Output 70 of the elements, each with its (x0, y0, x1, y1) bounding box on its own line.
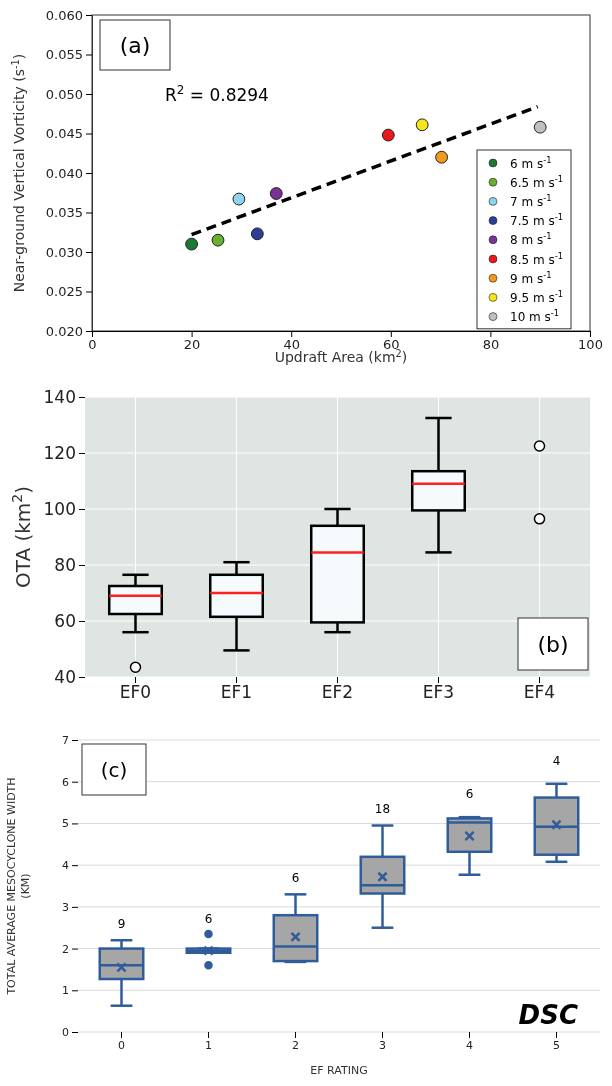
y-tick-label: 6 (62, 775, 69, 789)
x-tick-label: EF4 (523, 682, 556, 703)
x-tick-label: 80 (482, 337, 500, 353)
annotation: (b) (537, 631, 569, 657)
annotation: (a) (119, 32, 151, 58)
point (415, 118, 429, 132)
x-tick-label: 3 (379, 1038, 386, 1052)
legend-label: 7.5 m s$^{-1}$ (510, 212, 564, 229)
legend-label: 8.5 m s$^{-1}$ (510, 250, 564, 267)
y-tick-label: 4 (62, 859, 69, 873)
y-tick-label: 0.025 (45, 284, 83, 300)
y-tick-label: 2 (62, 942, 69, 956)
y-tick-label: 120 (43, 442, 76, 463)
annotation: R$^{2}$ = 0.8294 (165, 83, 269, 105)
x-tick-label: 40 (283, 337, 300, 353)
x-tick-label: EF0 (119, 682, 152, 703)
annotation: 9 (117, 917, 126, 931)
x-tick-label: EF1 (220, 682, 253, 703)
annotation: 6 (204, 912, 213, 926)
annotation: DSC (518, 1000, 578, 1030)
x-tick-label: 4 (466, 1038, 473, 1052)
y-tick-label: 5 (62, 817, 69, 831)
x-tick-label: EF3 (422, 682, 455, 703)
y-tick-label: 0.055 (45, 47, 83, 63)
legend-label: 9 m s$^{-1}$ (510, 269, 552, 286)
x-tick-label: 5 (553, 1038, 560, 1052)
annotation: 6 (465, 787, 474, 801)
y-tick-label: 3 (62, 900, 69, 914)
y-tick-label: 0 (62, 1026, 69, 1040)
x-tick-label: 100 (578, 337, 603, 353)
y-tick-label: 140 (43, 386, 76, 407)
point (185, 237, 199, 251)
legend-label: 6 m s$^{-1}$ (510, 154, 552, 171)
legend-label: 10 m s$^{-1}$ (510, 308, 560, 325)
legend-label: 6.5 m s$^{-1}$ (510, 173, 564, 190)
annotation: 6 (291, 871, 300, 885)
x-tick-label: EF2 (321, 682, 354, 703)
legend-label: 7 m s$^{-1}$ (510, 192, 552, 209)
y-tick-label: 40 (54, 666, 76, 687)
y-tick-label: 0.035 (45, 205, 83, 221)
y-tick-label: 0.060 (45, 7, 83, 23)
y-tick-label: 100 (43, 498, 76, 519)
x-tick-label: 0 (118, 1038, 125, 1052)
legend-label: 8 m s$^{-1}$ (510, 231, 552, 248)
x-tick-label: 2 (292, 1038, 299, 1052)
point (232, 192, 246, 206)
x-axis-title: EF RATING (310, 1064, 368, 1077)
x-tick-label: 0 (88, 337, 97, 353)
point (211, 233, 225, 247)
y-tick-label: 0.020 (45, 323, 83, 339)
y-tick-label: 1 (62, 984, 69, 998)
y-tick-label: 80 (54, 554, 76, 575)
y-tick-label: 0.040 (45, 165, 83, 181)
annotation: (c) (100, 757, 128, 782)
y-tick-label: 60 (54, 610, 76, 631)
point (533, 120, 547, 134)
point (269, 187, 283, 200)
point (435, 150, 449, 164)
legend-label: 9.5 m s$^{-1}$ (510, 288, 564, 305)
annotation: 18 (374, 802, 391, 816)
x-tick-label: 20 (183, 337, 201, 353)
x-tick-label: 1 (205, 1038, 212, 1052)
y-axis-title: TOTAL AVERAGE MESOCYCLONE WIDTH (KM) (5, 777, 32, 996)
y-tick-label: 0.030 (45, 244, 83, 260)
y-tick-label: 0.045 (45, 126, 83, 142)
point (250, 227, 264, 241)
y-tick-label: 0.050 (45, 86, 83, 102)
y-tick-label: 7 (62, 734, 69, 748)
annotation: 4 (552, 754, 561, 768)
point (381, 128, 395, 142)
